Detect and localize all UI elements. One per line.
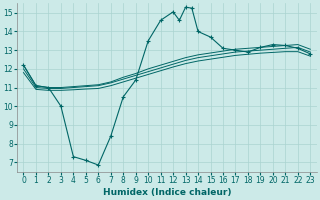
X-axis label: Humidex (Indice chaleur): Humidex (Indice chaleur) [103,188,231,197]
